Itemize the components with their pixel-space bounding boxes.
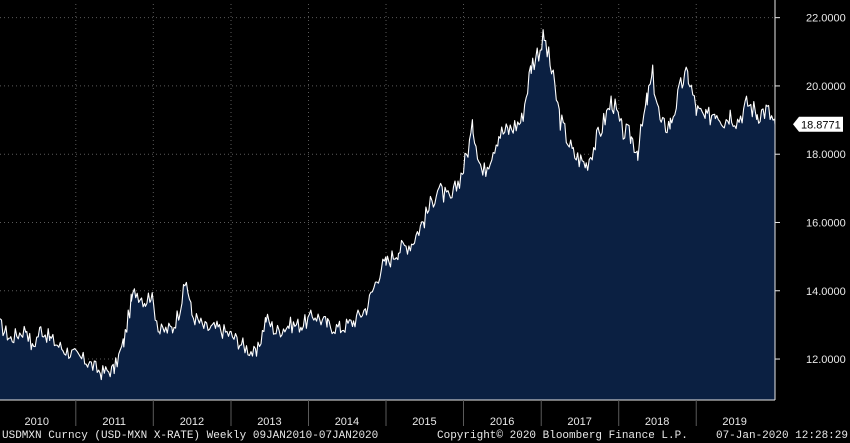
footer-copyright: Copyright© 2020 Bloomberg Finance L.P. [437,430,688,442]
y-tick-label: 16.0000 [806,217,846,229]
last-value-marker: 18.8771 [793,116,843,132]
x-tick-label: 2011 [102,416,126,428]
axes [0,0,776,401]
x-tick-label: 2016 [490,416,514,428]
y-tick-label: 18.0000 [806,149,846,161]
last-value-label: 18.8771 [801,119,841,131]
y-tick-label: 22.0000 [806,13,846,25]
footer-timestamp: 07-Jan-2020 12:28:29 [715,430,848,442]
y-axis-ticks: 12.0000 14.0000 16.0000 18.0000 20.0000 22.00… [775,13,846,366]
x-tick-label: 2015 [412,416,436,428]
y-tick-label: 14.0000 [806,286,846,298]
x-tick-label: 2014 [335,416,359,428]
x-tick-label: 2017 [567,416,591,428]
y-tick-label: 20.0000 [806,81,846,93]
x-axis-ticks: 2010 2011 2012 2013 2014 2015 2016 2017 2018 2019 [24,400,747,428]
x-tick-label: 2019 [722,416,746,428]
footer-series-info: USDMXN Curncy (USD-MXN X-RATE) Weekly 09… [2,430,379,442]
x-tick-label: 2013 [257,416,281,428]
x-tick-label: 2010 [24,416,48,428]
series-line [0,29,776,381]
x-tick-label: 2012 [180,416,204,428]
series-area [0,29,775,400]
y-tick-label: 12.0000 [806,354,846,366]
last-value-box [793,116,843,132]
x-tick-label: 2018 [645,416,669,428]
